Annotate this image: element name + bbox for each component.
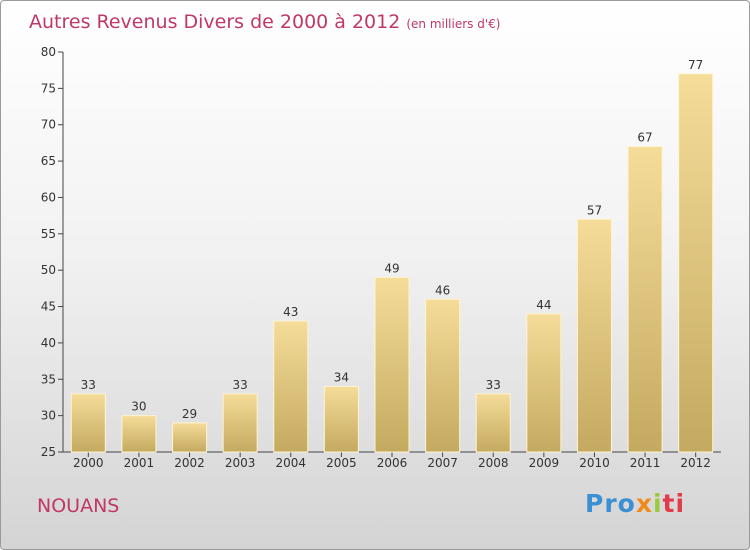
bar	[121, 415, 157, 453]
x-tick-label: 2003	[225, 456, 256, 470]
bar-value-label: 67	[637, 131, 652, 145]
x-tick-label: 2001	[124, 456, 155, 470]
bar	[678, 73, 714, 453]
bar	[222, 393, 258, 453]
x-tick-label: 2006	[377, 456, 408, 470]
title-text: Autres Revenus Divers de 2000 à 2012	[29, 11, 401, 33]
y-tick-label: 55	[41, 227, 56, 241]
y-tick-label: 35	[41, 372, 56, 386]
bar-value-label: 33	[233, 378, 248, 392]
x-tick-label: 2011	[630, 456, 661, 470]
y-tick-label: 25	[41, 445, 56, 459]
chart-title: Autres Revenus Divers de 2000 à 2012 (en …	[29, 11, 500, 33]
bar	[70, 393, 106, 453]
y-tick-label: 45	[41, 300, 56, 314]
chart-subtitle: (en milliers d'€)	[406, 17, 501, 31]
y-tick-label: 30	[41, 409, 56, 423]
bar-value-label: 34	[334, 371, 349, 385]
bar-value-label: 33	[486, 378, 501, 392]
logo-part-4: ti	[662, 489, 686, 518]
y-tick-label: 60	[41, 190, 56, 204]
bar	[425, 298, 461, 453]
bar-value-label: 29	[182, 407, 197, 421]
data-labels: 33 30 29 33 43 34 49 46 33 44 57 67 77	[81, 58, 704, 421]
place-name: NOUANS	[37, 495, 120, 517]
x-tick-label: 2005	[326, 456, 357, 470]
bars	[70, 73, 714, 453]
bar-value-label: 43	[283, 305, 298, 319]
bar	[526, 313, 562, 453]
y-tick-label: 80	[41, 45, 56, 59]
x-tick-label: 2007	[427, 456, 458, 470]
x-tick-label: 2002	[174, 456, 205, 470]
bar-value-label: 77	[688, 58, 703, 72]
bar-value-label: 33	[81, 378, 96, 392]
bar	[627, 146, 663, 453]
x-tick-label: 2000	[73, 456, 104, 470]
logo-part-1: Pro	[585, 489, 636, 518]
bar	[273, 320, 309, 453]
y-tick-label: 70	[41, 118, 56, 132]
bar	[576, 218, 612, 453]
bar-value-label: 44	[536, 298, 551, 312]
y-tick-label: 65	[41, 154, 56, 168]
y-tick-label: 50	[41, 263, 56, 277]
bar-value-label: 30	[131, 400, 146, 414]
bar-value-label: 57	[587, 203, 602, 217]
logo-part-3: i	[652, 489, 663, 518]
bar	[172, 422, 208, 453]
bar-value-label: 49	[384, 261, 399, 275]
bar	[374, 276, 410, 453]
logo-part-2: x	[635, 489, 653, 518]
bar-value-label: 46	[435, 283, 450, 297]
proxiti-logo: Proxiti	[585, 489, 685, 518]
x-tick-label: 2009	[529, 456, 560, 470]
bar	[475, 393, 511, 453]
x-tick-label: 2004	[275, 456, 306, 470]
y-tick-label: 75	[41, 81, 56, 95]
x-tick-label: 2010	[579, 456, 610, 470]
x-tick-label: 2012	[680, 456, 711, 470]
x-tick-label: 2008	[478, 456, 509, 470]
y-tick-label: 40	[41, 336, 56, 350]
bar	[323, 386, 359, 453]
